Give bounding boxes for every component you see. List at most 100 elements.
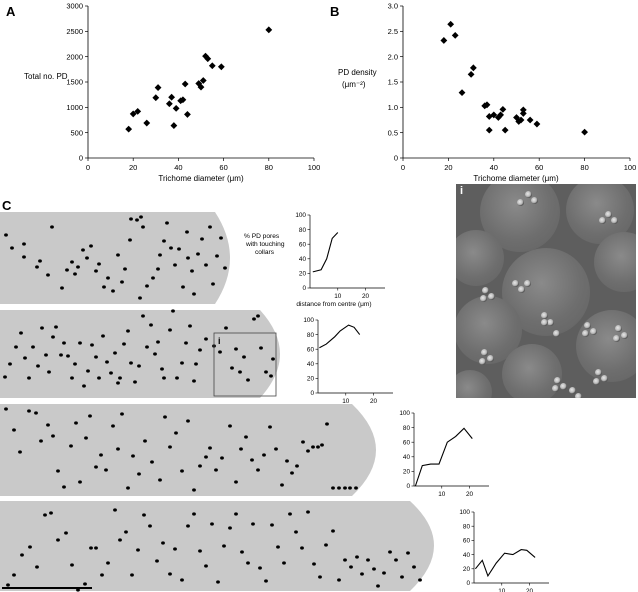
strip-1-dot-20 [111,289,115,293]
chartB-ytick-label-2: 1.0 [388,103,398,112]
line1-series-line [312,232,339,273]
strip-1-dot-25 [129,217,133,221]
strip-2-dot-46 [184,341,188,345]
strip-2-dot-51 [204,337,208,341]
strip-3-dot-48 [285,459,289,463]
strip-2-dot-32 [129,361,133,365]
strip-2-dot-30 [122,342,126,346]
micrograph-pit-2 [516,198,524,206]
strip-2-dot-1 [8,362,12,366]
strip-2-dot-18 [78,341,82,345]
strip-2-dot-58 [242,355,246,359]
chartB-xtick-label-2: 40 [490,163,498,172]
strip-2-dot-38 [153,352,157,356]
strip-1-dot-7 [50,225,54,229]
chart-c1-xlabel: distance from centre (μm) [296,301,371,308]
line3-ytick-label-5: 100 [399,410,410,417]
strip-4-dot-67 [418,578,422,582]
strip-3-dot-51 [301,440,305,444]
strip-1-dot-17 [97,262,101,266]
strip-1-dot-30 [145,284,149,288]
strip-4-dot-28 [186,524,190,528]
micrograph-pit-13 [546,318,554,326]
strip-1-dot-3 [22,255,26,259]
line2-ytick-label-3: 60 [307,346,315,353]
line2-ytick-label-5: 100 [303,317,314,324]
line2-xtick-label-0: 10 [342,398,350,405]
micrograph: i [456,184,636,398]
strip-2-dot-0 [3,375,7,379]
line3-ytick-label-1: 20 [403,469,411,476]
micrograph-pit-25 [553,376,561,384]
chart-a-ylabel: Total no. PD [24,72,68,81]
micrograph-pit-22 [594,368,602,376]
strip-1-dot-45 [200,237,204,241]
strip-1-dot-46 [204,263,208,267]
strip-4-dot-0 [6,583,10,587]
strip-2-dot-39 [156,340,160,344]
strip-1-dot-12 [76,265,80,269]
strip-3-dot-27 [163,415,167,419]
line4-xtick-label-0: 10 [498,588,506,592]
line1-ytick-label-0: 0 [302,285,306,292]
chartB-point-0 [440,37,448,44]
chartB-ytick-label-0: 0 [394,154,398,163]
strip-2-dot-45 [180,361,184,365]
chart-c1-title-line-1: % PD pores [244,233,280,240]
strip-3-dot-28 [168,445,172,449]
strip-4-dot-59 [372,567,376,571]
chartB-point-17 [517,116,525,124]
strip-3-dot-32 [192,488,196,492]
micrograph-pit-5 [598,216,606,224]
strip-2-dot-3 [19,331,23,335]
strip-2-dot-59 [246,378,250,382]
strip-1-dot-9 [65,268,69,272]
strip-2-dot-4 [23,356,27,360]
micrograph-pit-31 [486,354,494,362]
line3-xtick-label-1: 20 [466,491,474,498]
strip-4-dot-35 [228,526,232,530]
strip-3-dot-31 [186,419,190,423]
strip-3-dot-56 [325,422,329,426]
strip-3-dot-40 [239,447,243,451]
strip-1-dot-18 [102,285,106,289]
chartA-ytick-label-5: 2500 [66,27,83,36]
chartB-point-4 [467,71,475,78]
strip-4-dot-5 [43,513,47,517]
strip-3-dot-9 [62,485,66,489]
strip-2-dot-2 [14,345,18,349]
panel-letter-c: C [2,198,12,213]
strip-4-dot-40 [258,566,262,570]
line1-ytick-label-4: 80 [299,227,307,234]
strip-4-dot-25 [168,572,172,576]
strip-4-shape [0,501,434,591]
line-chart-c3: 0 20 40 60 80 100 10 20 [399,410,489,498]
strip-3-dot-26 [158,478,162,482]
chart-b-ylabel-line-1: PD density [338,68,377,77]
chartB-ytick-label-5: 2.5 [388,27,398,36]
chartB-xtick-label-0: 0 [401,163,405,172]
strip-3-dot-25 [150,460,154,464]
strip-4-dot-52 [331,529,335,533]
strip-1-dot-26 [135,218,139,222]
strip-2-dot-19 [82,384,86,388]
micrograph-pit-27 [551,384,559,392]
strip-4-dot-17 [118,538,122,542]
strip-3-dot-1 [12,428,16,432]
strip-1-dot-6 [46,273,50,277]
chartB-point-18 [519,106,527,114]
strip-4-dot-4 [35,565,39,569]
strip-2-dot-64 [269,374,273,378]
strip-2-dot-55 [230,366,234,370]
strip-2-dot-34 [137,364,141,368]
strip-4-dot-26 [173,547,177,551]
chartA-point-12 [181,80,189,88]
chartB-xtick-label-3: 60 [535,163,543,172]
strip-1-dot-10 [70,260,74,264]
strip-3-dot-17 [104,468,108,472]
strip-2-dot-50 [198,348,202,352]
micrograph-pit-9 [511,279,519,287]
strip-2-dot-48 [192,379,196,383]
strip-3-dot-8 [56,469,60,473]
strip-1-dot-0 [4,233,8,237]
